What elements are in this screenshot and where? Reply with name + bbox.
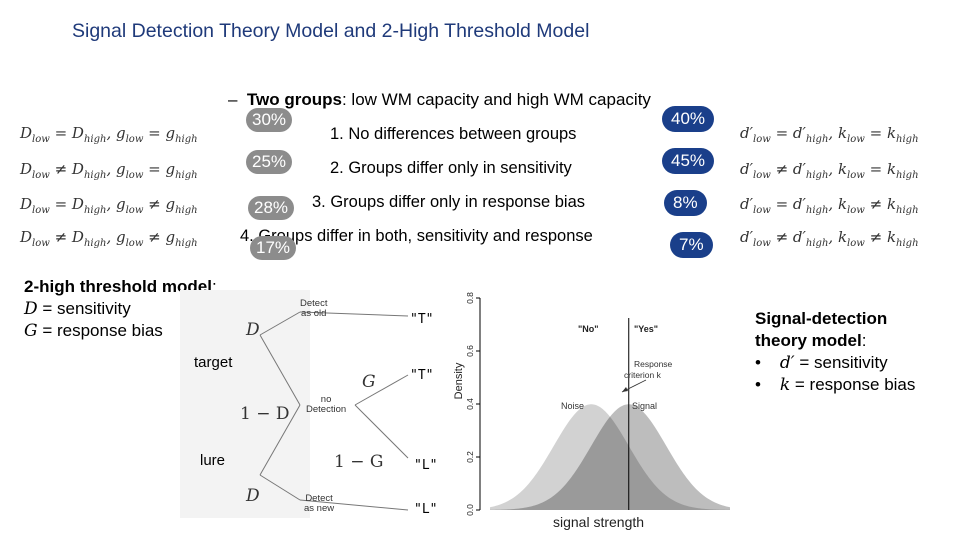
sdt-bullet-1: • d′ = sensitivity [755,353,888,373]
intro-bold: Two groups [246,90,342,109]
branch-detect-new-L [299,499,409,511]
option-3: 3. Groups differ only in response bias [312,193,586,211]
left-formula-1: Dlow = Dhigh, glow = ghigh [20,124,198,145]
tree-shade [180,290,310,518]
left-formula-3: Dlow = Dhigh, glow ≠ ghigh [20,195,198,216]
right-percent-1: 40% [662,106,715,132]
lure-label: lure [200,452,226,469]
right-formula-2: d′low ≠ d′high, klow = khigh [740,160,919,181]
right-formula-3: d′low = d′high, klow ≠ khigh [740,195,919,216]
two-high-heading: 2-high threshold model [24,277,212,296]
no-detection: no Detection [306,394,347,415]
yes-label: "Yes" [634,324,658,334]
response-T-1: "T" [410,312,434,327]
y-ticks: 0.0 0.2 0.4 0.6 0.8 [465,292,480,516]
option-1: 1. No differences between groups [330,125,577,143]
y-axis-label: Density [453,362,465,399]
intro-rest: : low WM capacity and high WM capacity [341,90,651,109]
detect-as-old: Detect as old [300,298,328,319]
right-percent-2: 45% [662,148,715,174]
noise-label: Noise [561,401,584,411]
sdt-heading-2: theory model [755,331,862,350]
sdt-bullet-2: • k = response bias [755,375,916,395]
left-percent-3: 28% [248,196,295,220]
detect-as-new: Detect as new [304,493,335,514]
left-percent-4: 17% [250,236,297,260]
branch-lure-nodetect [259,404,301,476]
sdt-chart: 0.0 0.2 0.4 0.6 0.8 Density "No" "Yes" Respo… [453,292,730,516]
right-formula-1: d′low = d′high, klow = khigh [740,124,919,145]
tree-one-minus-D: 1 − D [240,404,290,424]
response-T-2: "T" [410,368,434,383]
left-formula-4: Dlow ≠ Dhigh, glow ≠ ghigh [20,228,198,249]
option-4: 4. Groups differ in both, sensitivity an… [240,227,593,245]
tree-diagram [180,290,409,518]
two-high-section: 2-high threshold model: D = sensitivity … [24,277,217,341]
branch-nodetect-L [354,404,409,459]
two-high-line-2: G = response bias [24,321,163,341]
tree-one-minus-G: 1 − G [334,452,384,472]
branch-detect-old-T [299,311,409,317]
overlap-area [490,416,730,510]
target-label: target [194,354,233,371]
two-high-line-1: D = sensitivity [24,299,131,319]
branch-nodetect-T [354,374,409,406]
intro-line: – Two groups: low WM capacity and high W… [228,90,651,110]
no-label: "No" [578,324,599,334]
criterion-arrowhead [622,387,628,392]
option-2: 2. Groups differ only in sensitivity [330,159,572,177]
y-tick-label: 0.6 [465,345,475,357]
sdt-section: Signal-detection theory model: • d′ = se… [755,309,916,395]
x-axis-label: signal strength [553,514,645,530]
left-percent-1: 30% [246,108,293,132]
left-percent-2: 25% [246,150,293,174]
sdt-heading-1: Signal-detection [755,309,888,328]
response-L-1: "L" [414,458,438,473]
response-L-2: "L" [414,502,438,517]
criterion-label: criterion k [624,370,662,380]
right-percent-4: 7% [670,232,713,258]
response-label: Response [634,359,673,369]
right-formula-4: d′low ≠ d′high, klow ≠ khigh [740,228,919,249]
branch-lure-detect [259,474,301,501]
intro-dash: – [228,90,238,109]
y-tick-label: 0.8 [465,292,475,304]
y-tick-label: 0.2 [465,451,475,463]
left-formula-2: Dlow ≠ Dhigh, glow = ghigh [20,160,198,181]
tree-D-top: D [246,320,260,340]
y-tick-label: 0.4 [465,398,475,410]
page-title: Signal Detection Theory Model and 2-High… [72,20,590,42]
branch-target-detect [259,311,301,336]
tree-D-bottom: D [246,486,260,506]
branch-target-nodetect [259,334,301,406]
right-percent-3: 8% [664,190,707,216]
y-tick-label: 0.0 [465,504,475,516]
signal-label: Signal [632,401,657,411]
tree-G: G [362,372,376,392]
